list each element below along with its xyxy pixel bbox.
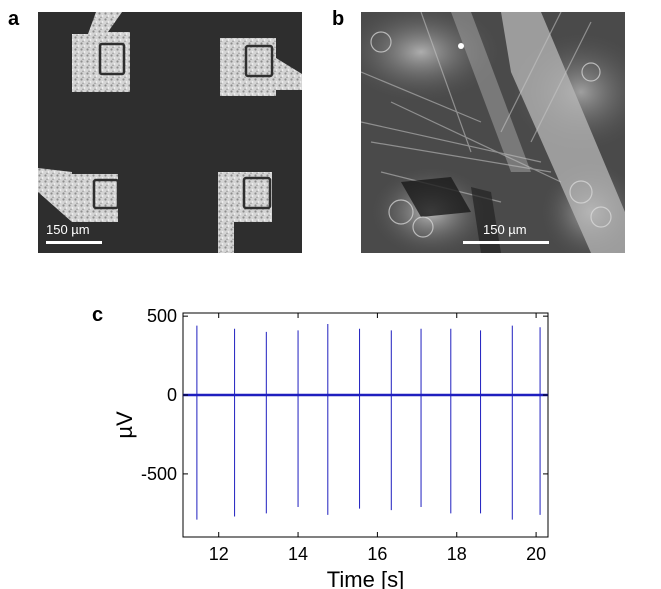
x-tick-label-14: 14 <box>288 544 308 564</box>
panel-label-c: c <box>92 304 104 326</box>
scalebar-a <box>46 241 102 244</box>
x-tick-label-20: 20 <box>526 544 546 564</box>
panel-label-a: a <box>8 8 20 30</box>
y-tick-label--500: -500 <box>141 464 177 484</box>
micrograph-electrodes-image <box>38 12 302 253</box>
y-tick-label-500: 500 <box>147 306 177 326</box>
micrograph-cells-image <box>361 12 625 253</box>
x-tick-label-18: 18 <box>447 544 467 564</box>
scalebar-b <box>463 241 549 244</box>
scalebar-label-a: 150 µm <box>46 222 90 237</box>
x-axis-label: Time [s] <box>327 567 404 589</box>
x-tick-label-12: 12 <box>209 544 229 564</box>
y-axis-label: µV <box>112 411 137 439</box>
panel-label-b: b <box>332 8 345 30</box>
x-tick-label-16: 16 <box>367 544 387 564</box>
y-tick-label-0: 0 <box>167 385 177 405</box>
micrograph-cells: 150 µm <box>361 12 625 253</box>
scalebar-label-b: 150 µm <box>483 222 527 237</box>
micrograph-electrodes: 150 µm <box>38 12 302 253</box>
plot-frame <box>182 312 549 538</box>
